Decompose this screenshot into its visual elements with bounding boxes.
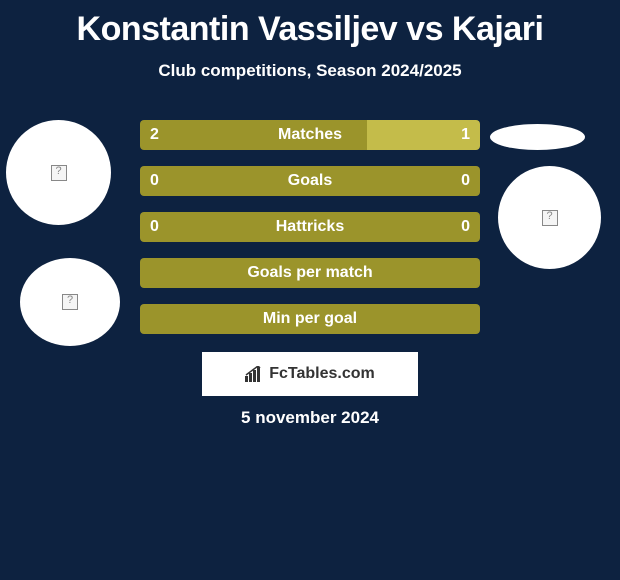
stat-row-goals: 0 Goals 0 xyxy=(140,166,480,196)
placeholder-icon xyxy=(51,165,67,181)
stat-value-right: 1 xyxy=(461,120,470,150)
player1-avatar xyxy=(6,120,111,225)
player1-club-avatar xyxy=(20,258,120,346)
stat-label: Hattricks xyxy=(140,212,480,242)
chart-icon xyxy=(245,366,265,382)
stat-label: Goals xyxy=(140,166,480,196)
stats-bars: 2 Matches 1 0 Goals 0 0 Hattricks 0 Goal… xyxy=(140,120,480,350)
attribution-label: FcTables.com xyxy=(245,365,375,383)
stat-label: Matches xyxy=(140,120,480,150)
attribution-text: FcTables.com xyxy=(269,365,375,383)
stat-row-hattricks: 0 Hattricks 0 xyxy=(140,212,480,242)
stat-row-min-per-goal: Min per goal xyxy=(140,304,480,334)
stat-label: Min per goal xyxy=(140,304,480,334)
player2-avatar xyxy=(498,166,601,269)
stat-label: Goals per match xyxy=(140,258,480,288)
attribution: FcTables.com xyxy=(202,352,418,396)
player2-decoration xyxy=(490,124,585,150)
placeholder-icon xyxy=(542,210,558,226)
stat-row-matches: 2 Matches 1 xyxy=(140,120,480,150)
stat-row-goals-per-match: Goals per match xyxy=(140,258,480,288)
page-title: Konstantin Vassiljev vs Kajari xyxy=(0,0,620,49)
date-label: 5 november 2024 xyxy=(0,408,620,428)
stat-value-right: 0 xyxy=(461,212,470,242)
stat-value-right: 0 xyxy=(461,166,470,196)
placeholder-icon xyxy=(62,294,78,310)
subtitle: Club competitions, Season 2024/2025 xyxy=(0,61,620,81)
